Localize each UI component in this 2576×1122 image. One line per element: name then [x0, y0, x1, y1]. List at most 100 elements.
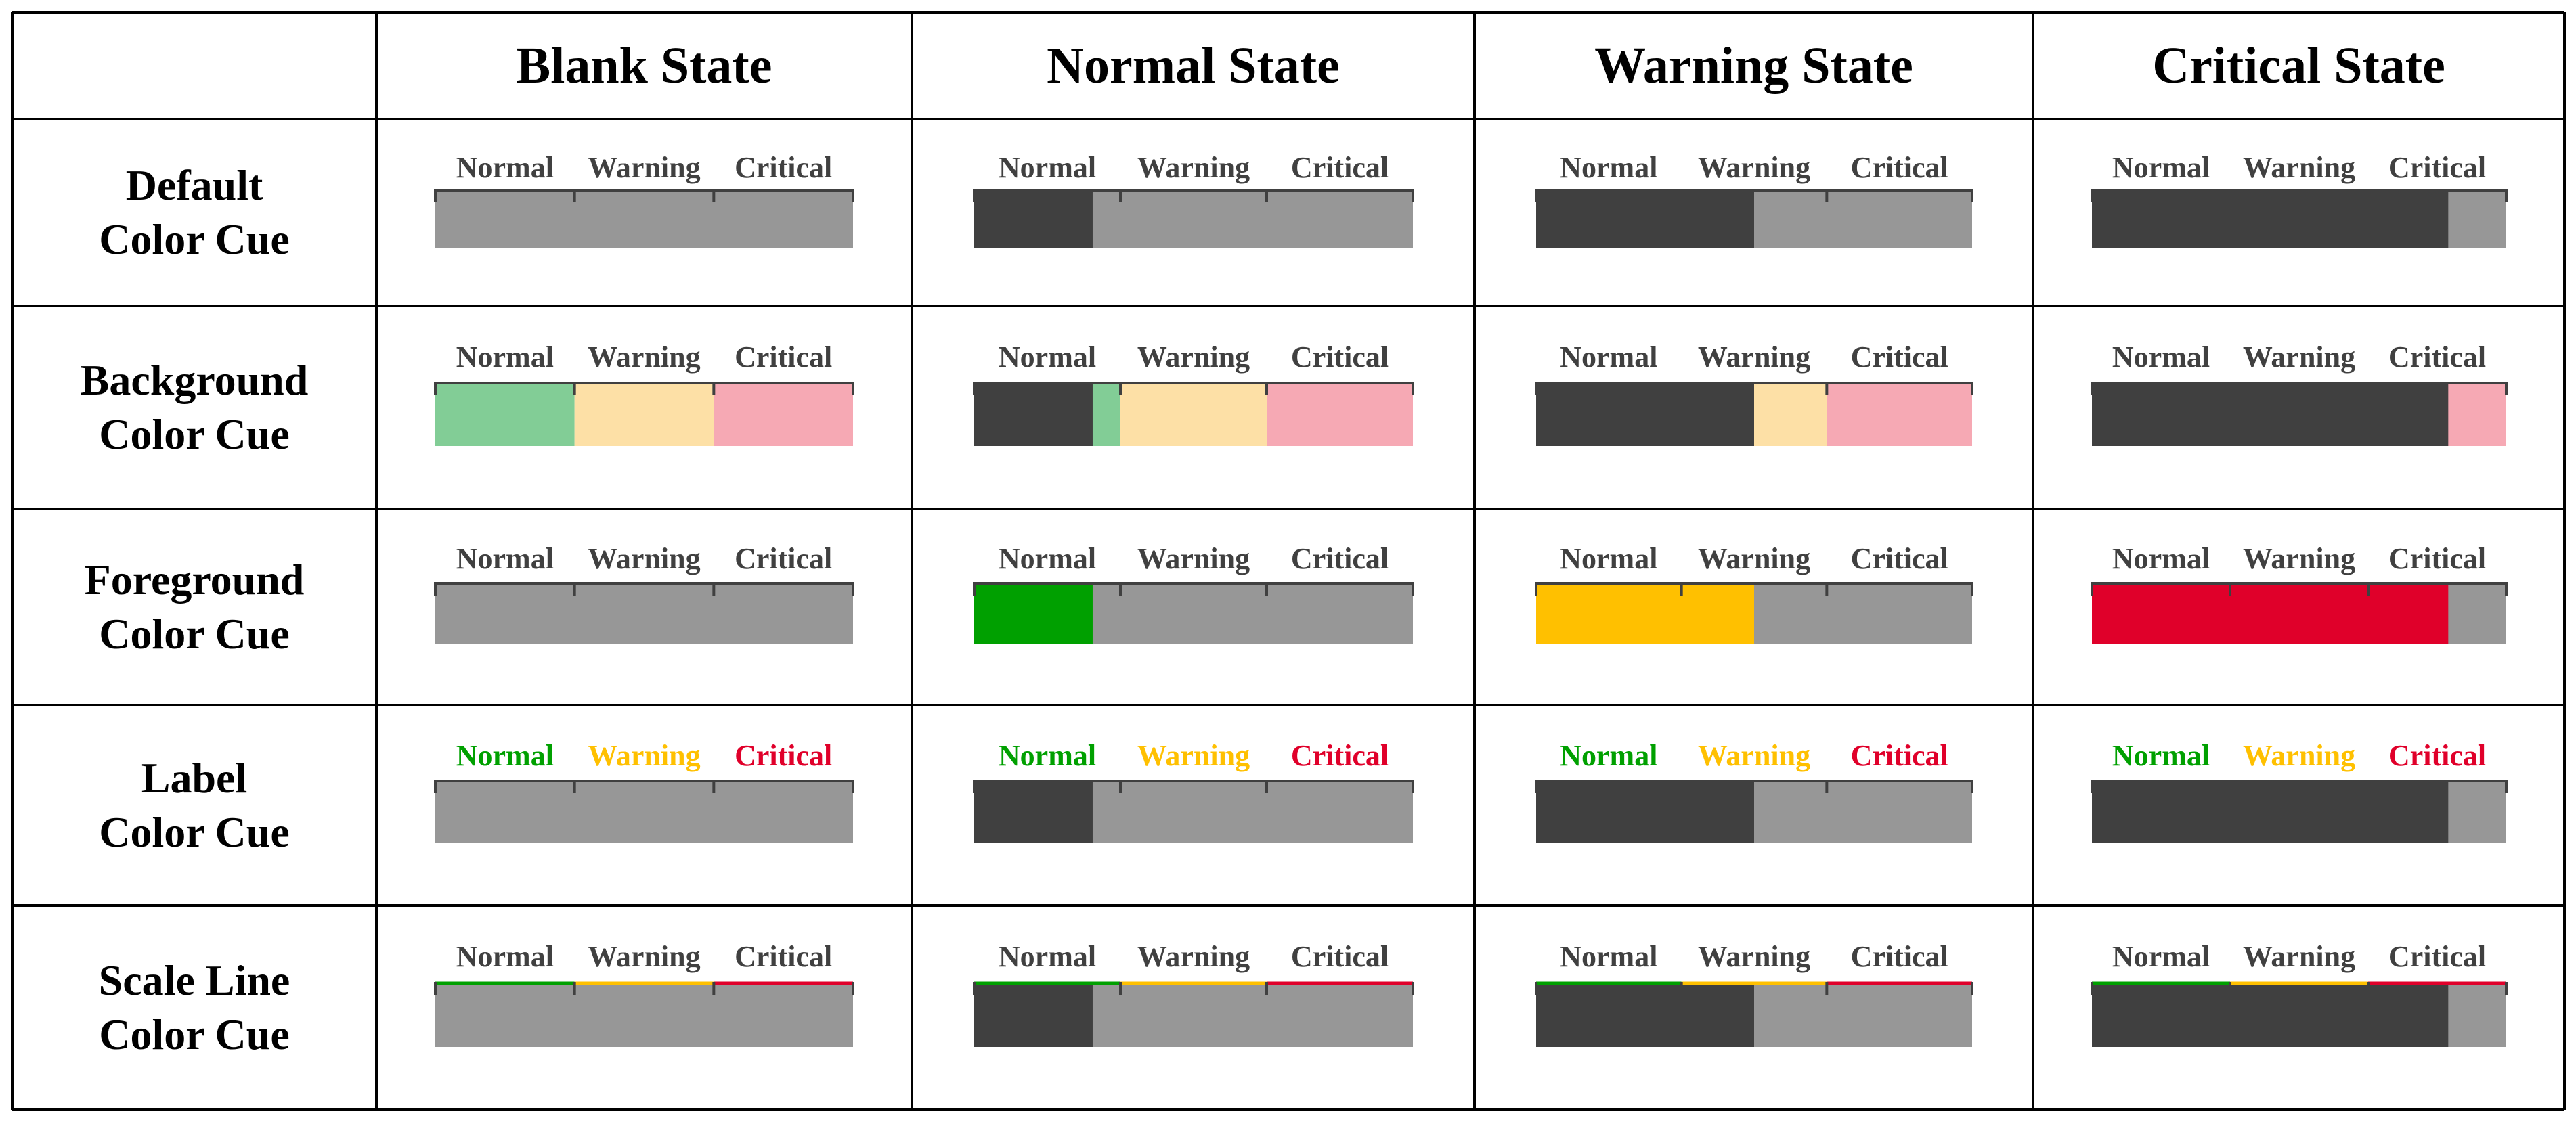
- gauge-value-fill: [2092, 583, 2449, 644]
- row-header-background: Background Color Cue: [12, 306, 376, 509]
- gauge-bar: [1535, 189, 1973, 248]
- scale-label-normal: Normal: [998, 940, 1097, 973]
- gauge-track-segment: [1827, 383, 1972, 446]
- corner-cell: [12, 12, 376, 119]
- scale-label-critical: Critical: [1290, 940, 1389, 973]
- scale-label-warning: Warning: [2242, 739, 2356, 772]
- row-title-line2: Color Cue: [99, 215, 290, 263]
- scale-label-normal: Normal: [456, 340, 554, 374]
- row-title-line2: Color Cue: [99, 808, 290, 856]
- gauge-cell-default-normal: Normal Warning Critical: [912, 119, 1475, 306]
- scale-label-critical: Critical: [735, 542, 833, 575]
- row-header-foreground: Foreground Color Cue: [12, 509, 376, 705]
- gauge-bar: [434, 582, 854, 644]
- gauge-value-fill: [974, 190, 1093, 248]
- scale-label-normal: Normal: [2112, 340, 2210, 374]
- gauge-bar: [1535, 780, 1973, 843]
- gauge-cell-label-blank: Normal Warning Critical: [376, 705, 912, 905]
- scale-label-warning: Warning: [1697, 542, 1811, 575]
- scale-label-warning: Warning: [1137, 739, 1250, 772]
- scale-label-normal: Normal: [998, 151, 1097, 184]
- scale-label-normal: Normal: [456, 940, 554, 973]
- grid-line-vertical: [375, 12, 378, 1110]
- gauge-bar: [2091, 189, 2508, 248]
- scale-label-warning: Warning: [1697, 739, 1811, 772]
- grid-line-vertical: [11, 12, 14, 1110]
- scale-label-critical: Critical: [1850, 151, 1948, 184]
- gauge-bar: [2091, 780, 2508, 843]
- scale-label-normal: Normal: [2112, 542, 2210, 575]
- gauge-cell-foreground-blank: Normal Warning Critical: [376, 509, 912, 705]
- gauge-track: [435, 190, 853, 248]
- scale-label-normal: Normal: [1560, 542, 1658, 575]
- gauge-track-segment: [1267, 383, 1413, 446]
- gauge-value-fill: [1536, 983, 1754, 1047]
- gauge-track: [435, 983, 853, 1047]
- scale-label-normal: Normal: [998, 739, 1097, 772]
- scale-label-critical: Critical: [1290, 739, 1389, 772]
- grid-line-horizontal: [12, 508, 2564, 510]
- gauge-cell-scaleline-normal: Normal Warning Critical: [912, 905, 1475, 1110]
- gauge-cell-scaleline-warning: Normal Warning Critical: [1475, 905, 2033, 1110]
- scale-label-normal: Normal: [456, 739, 554, 772]
- scale-label-warning: Warning: [1137, 940, 1250, 973]
- scale-label-critical: Critical: [1850, 739, 1948, 772]
- scale-label-critical: Critical: [1850, 542, 1948, 575]
- gauge-track-segment: [435, 383, 575, 446]
- scale-label-critical: Critical: [735, 151, 833, 184]
- gauge-cell-background-blank: Normal Warning Critical: [376, 306, 912, 509]
- column-header-critical: Critical State: [2152, 37, 2445, 94]
- gauge-value-fill: [974, 781, 1093, 843]
- gauge-bar: [1535, 981, 1973, 1047]
- scale-label-warning: Warning: [588, 739, 701, 772]
- grid-line-horizontal: [12, 305, 2564, 307]
- scale-label-normal: Normal: [1560, 739, 1658, 772]
- gauge-cell-scaleline-critical: Normal Warning Critical: [2033, 905, 2564, 1110]
- scale-label-critical: Critical: [735, 340, 833, 374]
- gauge-cell-label-critical: Normal Warning Critical: [2033, 705, 2564, 905]
- row-header-label: Label Color Cue: [12, 705, 376, 905]
- gauge-bar: [973, 582, 1414, 644]
- grid-line-horizontal: [12, 904, 2564, 907]
- scale-label-normal: Normal: [998, 542, 1097, 575]
- row-header-default: Default Color Cue: [12, 119, 376, 306]
- gauge-value-fill: [2092, 983, 2449, 1047]
- scale-label-warning: Warning: [1137, 340, 1250, 374]
- gauge-cell-scaleline-blank: Normal Warning Critical: [376, 905, 912, 1110]
- row-title-line2: Color Cue: [99, 610, 290, 658]
- row-title-line1: Default: [125, 161, 263, 209]
- row-title-line1: Scale Line: [98, 956, 290, 1004]
- gauge-cell-foreground-critical: Normal Warning Critical: [2033, 509, 2564, 705]
- gauge-value-fill: [2092, 781, 2449, 843]
- gauge-value-fill: [1536, 190, 1754, 248]
- column-header-normal: Normal State: [1047, 37, 1340, 94]
- scale-label-critical: Critical: [735, 940, 833, 973]
- gauge-value-fill: [1536, 583, 1754, 644]
- row-title-line1: Background: [80, 356, 309, 404]
- gauge-cell-default-blank: Normal Warning Critical: [376, 119, 912, 306]
- gauge-bar: [1535, 582, 1973, 644]
- gauge-bar: [434, 382, 854, 446]
- gauge-value-fill: [1536, 781, 1754, 843]
- grid-line-vertical: [2032, 12, 2034, 1110]
- gauge-cell-default-warning: Normal Warning Critical: [1475, 119, 2033, 306]
- scale-label-warning: Warning: [2242, 151, 2356, 184]
- scale-label-normal: Normal: [1560, 151, 1658, 184]
- scale-label-normal: Normal: [2112, 940, 2210, 973]
- scale-label-normal: Normal: [1560, 940, 1658, 973]
- scale-label-normal: Normal: [456, 151, 554, 184]
- gauge-value-fill: [974, 383, 1093, 446]
- gauge-bar: [2091, 582, 2508, 644]
- gauge-value-fill: [974, 583, 1093, 644]
- gauge-track-segment: [1120, 383, 1267, 446]
- gauge-bar: [973, 981, 1414, 1047]
- gauge-cell-foreground-normal: Normal Warning Critical: [912, 509, 1475, 705]
- gauge-bar: [973, 189, 1414, 248]
- scale-label-critical: Critical: [735, 739, 833, 772]
- grid-line-horizontal: [12, 118, 2564, 120]
- gauge-value-fill: [1536, 383, 1754, 446]
- scale-label-warning: Warning: [2242, 340, 2356, 374]
- gauge-cell-background-critical: Normal Warning Critical: [2033, 306, 2564, 509]
- scale-label-critical: Critical: [1290, 340, 1389, 374]
- grid-line-vertical: [2563, 12, 2566, 1110]
